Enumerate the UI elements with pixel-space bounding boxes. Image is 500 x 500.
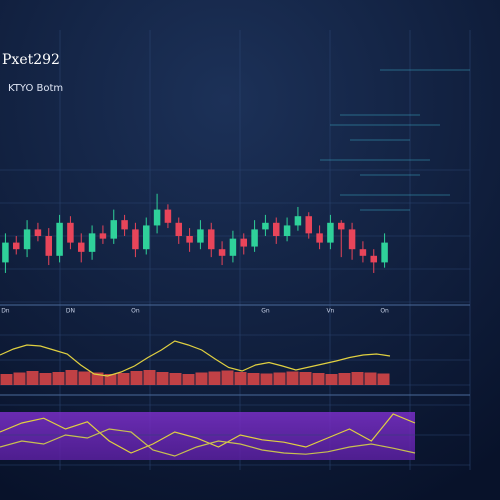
candle-body bbox=[218, 249, 226, 256]
candle-body bbox=[13, 242, 20, 250]
candle-body bbox=[251, 229, 258, 247]
candle-body bbox=[229, 238, 237, 256]
chart-subtitle: KTYO Botm bbox=[8, 83, 63, 94]
candle-body bbox=[327, 222, 334, 243]
histogram-bar bbox=[156, 372, 169, 385]
candle-body bbox=[88, 233, 96, 252]
layout-grid bbox=[59, 30, 471, 470]
indicator-line bbox=[0, 428, 416, 457]
candle-body bbox=[56, 222, 63, 256]
indicator-line bbox=[0, 340, 391, 377]
histogram-bar bbox=[39, 373, 52, 385]
histogram-bar bbox=[338, 373, 351, 385]
candle-body bbox=[164, 209, 172, 223]
histogram-bar bbox=[377, 373, 390, 385]
candle-body bbox=[273, 222, 280, 236]
candle-body bbox=[23, 229, 31, 250]
candle-body bbox=[110, 220, 117, 239]
x-tick-label: DN bbox=[66, 308, 75, 315]
histogram-bar bbox=[182, 374, 195, 385]
histogram-bar bbox=[65, 370, 78, 385]
depth-lines bbox=[320, 69, 470, 211]
histogram-bar bbox=[26, 371, 39, 385]
x-tick-label: Dn bbox=[1, 308, 10, 315]
histogram-bar bbox=[208, 371, 221, 385]
candle-body bbox=[78, 242, 85, 252]
histogram-bar bbox=[286, 371, 299, 385]
histogram-bar bbox=[13, 372, 26, 385]
candle-body bbox=[338, 222, 345, 230]
histogram-bar bbox=[260, 373, 273, 385]
candle-body bbox=[186, 236, 193, 243]
x-tick-label: Gn bbox=[261, 308, 270, 315]
histogram-bar bbox=[78, 371, 91, 385]
candle-body bbox=[283, 225, 291, 236]
histogram-bar bbox=[221, 370, 234, 385]
x-tick-label: Vn bbox=[326, 308, 334, 315]
histogram-bar bbox=[52, 372, 65, 385]
candle-body bbox=[359, 249, 367, 256]
histogram-bar bbox=[91, 372, 104, 385]
histogram-bar bbox=[364, 372, 377, 385]
x-tick-label: On bbox=[380, 308, 389, 315]
candle-body bbox=[67, 222, 74, 243]
candle-body bbox=[348, 229, 356, 250]
candle-body bbox=[370, 255, 377, 263]
histogram-bar bbox=[143, 370, 156, 385]
chart-title: Pxet292 bbox=[2, 52, 60, 68]
histogram-bar bbox=[130, 371, 143, 385]
candle-body bbox=[34, 229, 42, 236]
histogram-bar bbox=[169, 373, 182, 385]
candle-body bbox=[121, 220, 128, 230]
candle-body bbox=[262, 222, 269, 230]
candle-body bbox=[208, 229, 215, 250]
candle-body bbox=[153, 209, 161, 226]
histogram-bar bbox=[0, 374, 13, 385]
candle-body bbox=[143, 225, 150, 250]
candle-body bbox=[99, 233, 107, 239]
candle-body bbox=[2, 242, 9, 263]
histogram-bar bbox=[104, 374, 117, 385]
candle-body bbox=[294, 216, 302, 226]
indicator-line bbox=[0, 413, 416, 454]
x-tick-label: On bbox=[131, 308, 140, 315]
histogram-bar bbox=[247, 373, 260, 385]
histogram-bar bbox=[195, 372, 208, 385]
histogram-bar bbox=[325, 374, 338, 385]
candle-body bbox=[45, 236, 52, 256]
histogram-bar bbox=[273, 372, 286, 385]
histogram-bar bbox=[351, 372, 364, 385]
histogram-bar bbox=[117, 373, 130, 385]
histogram-bar bbox=[234, 372, 247, 385]
candle-body bbox=[305, 216, 312, 234]
histogram-bar bbox=[299, 372, 312, 385]
candle-body bbox=[316, 233, 323, 243]
candle-body bbox=[381, 242, 388, 263]
candle-body bbox=[240, 238, 247, 247]
candle-body bbox=[132, 229, 139, 250]
candle-body bbox=[197, 229, 204, 243]
candle-body bbox=[175, 222, 182, 236]
histogram-bar bbox=[312, 373, 325, 385]
